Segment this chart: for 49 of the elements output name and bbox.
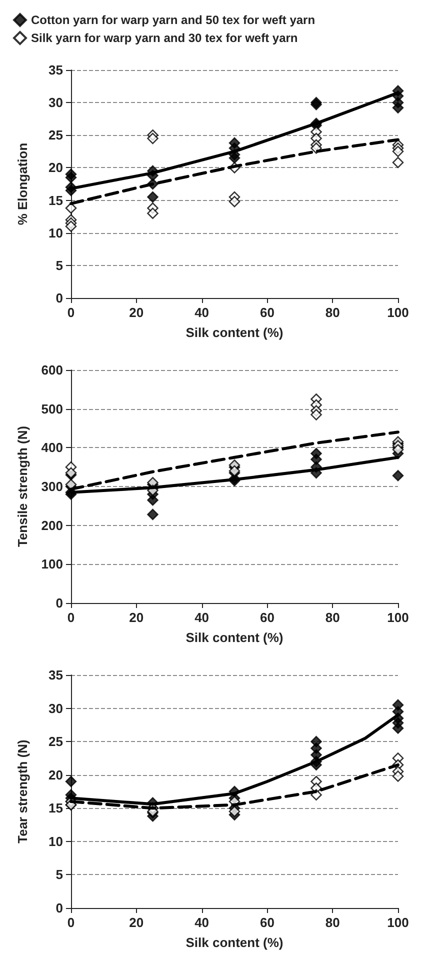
x-tick-label: 100	[387, 305, 409, 320]
x-tick-label: 40	[194, 915, 210, 930]
y-tick-label: 400	[41, 440, 63, 456]
y-tick-label: 25	[48, 128, 63, 143]
y-tick-label: 35	[48, 62, 63, 78]
x-tick-label: 80	[325, 610, 340, 625]
y-tick-label: 200	[41, 518, 63, 533]
x-tick-label: 100	[387, 915, 409, 930]
x-tick-label: 0	[67, 915, 75, 930]
x-tick-label: 80	[325, 305, 340, 320]
y-tick-label: 10	[48, 225, 63, 240]
y-tick-label: 30	[48, 95, 63, 110]
x-tick-label: 20	[129, 305, 144, 320]
y-tick-label: 15	[48, 192, 63, 208]
x-tick-label: 40	[194, 610, 210, 625]
x-tick-label: 60	[260, 915, 274, 930]
y-tick-label: 5	[56, 258, 63, 273]
x-axis-title: Silk content (%)	[186, 325, 284, 340]
y-tick-label: 600	[41, 362, 63, 378]
x-tick-label: 60	[260, 305, 274, 320]
x-tick-label: 0	[67, 305, 75, 320]
y-tick-label: 500	[41, 401, 63, 416]
x-tick-label: 60	[260, 610, 274, 625]
x-tick-label: 20	[129, 610, 144, 625]
y-tick-label: 5	[56, 867, 63, 882]
y-tick-label: 20	[48, 160, 63, 176]
y-tick-label: 100	[41, 556, 63, 572]
x-tick-label: 80	[325, 915, 340, 930]
y-tick-label: 30	[48, 700, 63, 716]
x-axis-title: Silk content (%)	[186, 935, 284, 950]
y-tick-label: 10	[48, 834, 63, 849]
x-tick-label: 100	[387, 610, 409, 625]
y-axis-title: Tensile strength (N)	[15, 426, 30, 548]
y-tick-label: 0	[56, 596, 63, 610]
x-axis-title: Silk content (%)	[186, 630, 284, 645]
x-tick-label: 20	[129, 915, 144, 930]
y-tick-label: 15	[48, 800, 63, 816]
y-tick-label: 0	[56, 290, 63, 306]
x-tick-label: 0	[67, 610, 75, 625]
x-tick-label: 40	[194, 305, 210, 320]
y-tick-label: 0	[56, 900, 63, 916]
legend-label: Silk yarn for warp yarn and 30 tex for weft yarn	[31, 31, 298, 45]
y-axis-title: % Elongation	[15, 142, 30, 226]
y-tick-label: 35	[48, 668, 63, 682]
y-tick-label: 300	[41, 479, 63, 494]
legend-label: Cotton yarn for warp yarn and 50 tex for weft yarn	[31, 13, 316, 27]
y-axis-title: Tear strength (N)	[15, 740, 30, 844]
y-tick-label: 25	[48, 734, 63, 750]
y-tick-label: 20	[48, 767, 63, 782]
